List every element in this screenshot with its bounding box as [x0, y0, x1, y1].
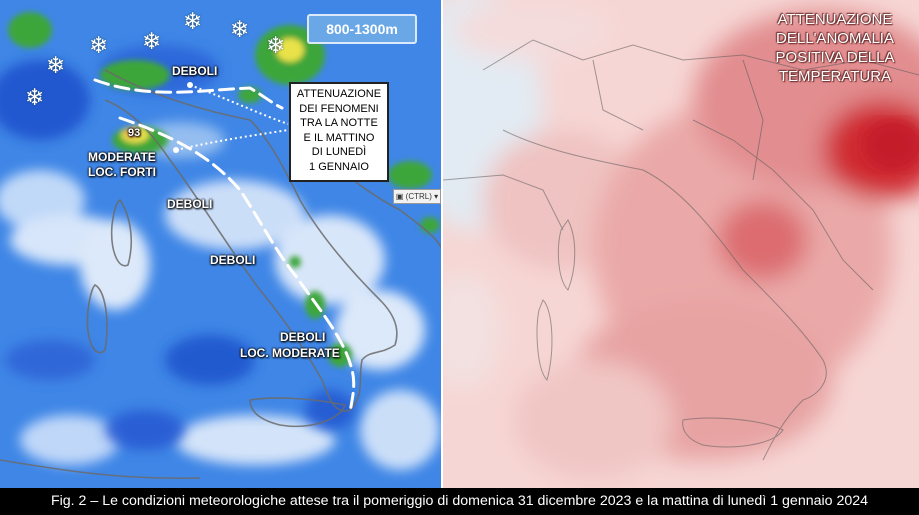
- ctrl-label: (CTRL): [405, 192, 432, 201]
- label-loc-moderate: LOC. MODERATE: [240, 346, 340, 360]
- title-line: TEMPERATURA: [778, 68, 892, 85]
- figure-caption: Fig. 2 – Le condizioni meteorologiche at…: [0, 488, 919, 515]
- label-deboli-south: DEBOLI: [280, 330, 326, 344]
- note-line: E IL MATTINO: [303, 131, 375, 144]
- snowflake-icon: ❄: [25, 84, 45, 110]
- snowflake-icon: ❄: [266, 32, 286, 58]
- paste-options-button[interactable]: ▣ (CTRL) ▾: [393, 189, 441, 204]
- temperature-anomaly-map: ATTENUAZIONE DELL'ANOMALIA POSITIVA DELL…: [443, 0, 919, 488]
- title-line: POSITIVA DELLA: [775, 49, 895, 66]
- altitude-badge: 800-1300m: [307, 14, 417, 44]
- label-loc-forti: LOC. FORTI: [88, 165, 156, 179]
- note-line: 1 GENNAIO: [309, 160, 369, 173]
- note-line: DI LUNEDÌ: [311, 146, 367, 158]
- temperature-anomaly-graphic: [443, 0, 919, 488]
- label-moderate: MODERATE: [88, 150, 156, 164]
- snowflake-icon: ❄: [230, 16, 250, 42]
- note-line: ATTENUAZIONE: [296, 88, 382, 100]
- label-deboli-north: DEBOLI: [172, 64, 218, 78]
- clipboard-icon: ▣: [395, 192, 404, 201]
- precipitation-map-graphic: [0, 0, 442, 488]
- anomaly-title: ATTENUAZIONE DELL'ANOMALIA POSITIVA DELL…: [760, 10, 910, 86]
- note-line: DEI FENOMENI: [299, 102, 379, 115]
- attenuation-note: ATTENUAZIONE DEI FENOMENI TRA LA NOTTE E…: [289, 82, 389, 182]
- note-line: TRA LA NOTTE: [300, 117, 378, 129]
- panel-divider: [441, 0, 443, 488]
- snowflake-icon: ❄: [142, 28, 162, 54]
- label-value-93: 93: [128, 127, 141, 139]
- precipitation-map: 800-1300m ❄ ❄ ❄ ❄ ❄ ❄ ❄ DEBOLI 93 MODERA…: [0, 0, 442, 488]
- title-line: DELL'ANOMALIA: [776, 30, 894, 47]
- snowflake-icon: ❄: [46, 52, 66, 78]
- title-line: ATTENUAZIONE: [777, 11, 893, 28]
- label-deboli-tyrrhenian: DEBOLI: [167, 197, 213, 211]
- chevron-down-icon: ▾: [434, 192, 439, 201]
- snowflake-icon: ❄: [183, 8, 203, 34]
- snowflake-icon: ❄: [89, 32, 109, 58]
- label-deboli-central: DEBOLI: [210, 253, 256, 267]
